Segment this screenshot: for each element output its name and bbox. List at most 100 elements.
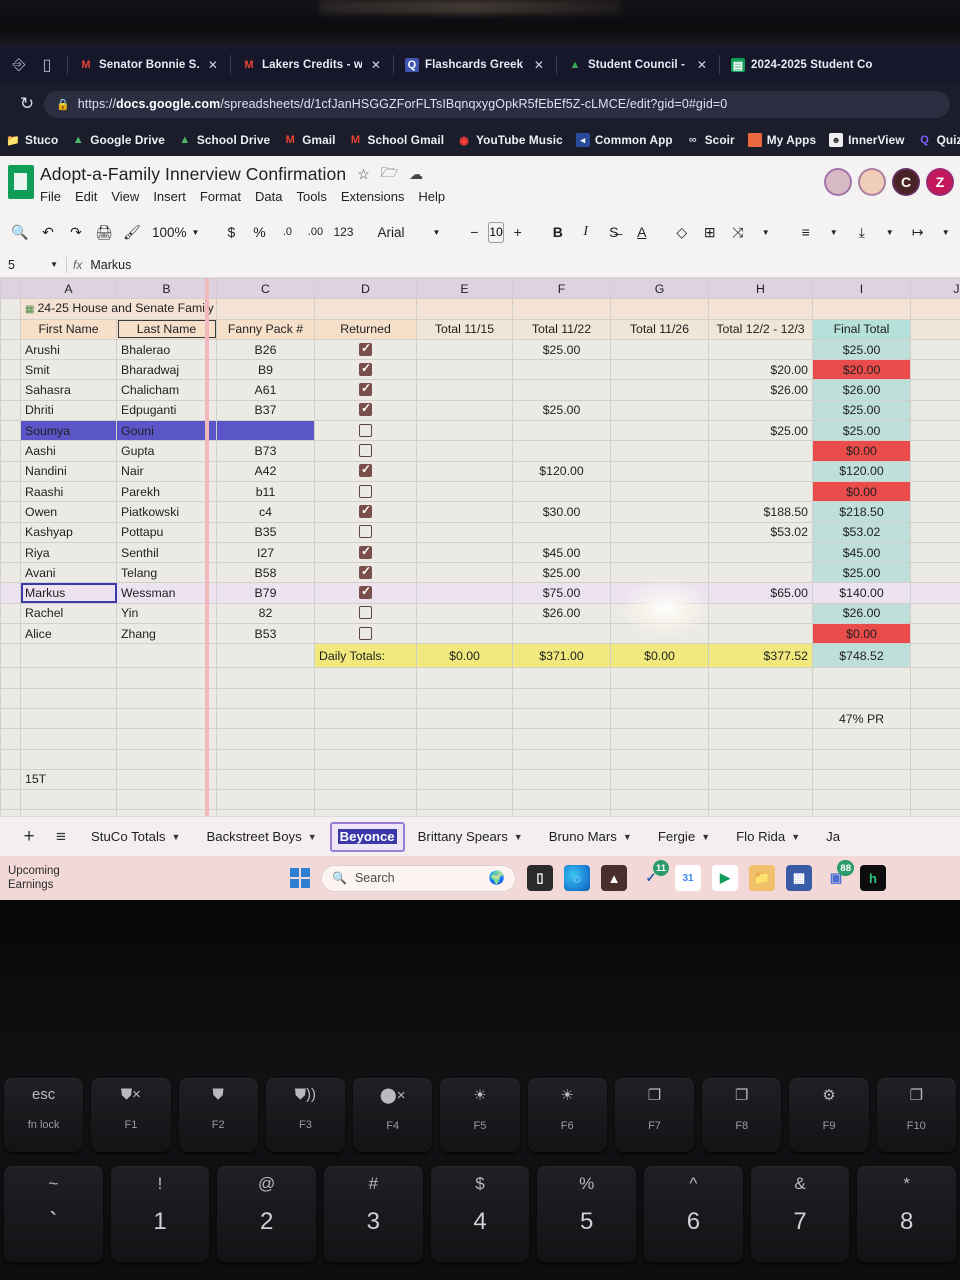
cell-stray[interactable]: 15T [20,768,117,791]
column-header-f[interactable]: F [512,278,611,300]
google-calendar-icon[interactable]: 31 [675,865,701,891]
tab-search-icon[interactable]: ⎆ [12,56,26,73]
cell-total-1126[interactable] [610,501,709,523]
menu-file[interactable]: File [40,189,61,204]
cell-last-name[interactable]: Chalicham [116,379,217,401]
undo-icon[interactable]: ↶ [42,223,54,240]
row-header[interactable] [0,602,21,625]
cell-total-1115[interactable] [416,379,513,401]
cell-fanny-pack[interactable]: B73 [216,440,315,462]
cell-first-name-active[interactable]: Markus [20,582,117,604]
table-row[interactable]: 47% PR [0,707,960,730]
cell[interactable] [512,789,611,811]
cell-j[interactable] [910,379,960,401]
column-header-d[interactable]: D [314,278,417,300]
checkbox-checked-icon[interactable] [359,341,372,356]
cell-total-1115[interactable] [416,582,513,604]
cell-total-1126[interactable] [610,440,709,462]
column-header-i[interactable]: I [812,278,911,300]
cell-total-1122[interactable]: $25.00 [512,562,611,584]
header-returned[interactable]: Returned [314,318,417,340]
cell-first-name[interactable]: Sahasra [20,379,117,401]
cell-f1[interactable] [512,298,611,320]
cell-h1[interactable] [708,298,813,320]
cell[interactable] [708,687,813,709]
cell-total-1122[interactable] [512,521,611,543]
chevron-down-icon[interactable]: ▼ [941,227,950,237]
cell[interactable] [216,728,315,750]
cell-last-name[interactable]: Senthil [116,541,217,564]
cell-first-name[interactable]: Riya [20,541,117,564]
cell[interactable] [116,667,217,689]
cell[interactable] [314,748,417,770]
cell-j[interactable] [910,501,960,523]
cell-e1[interactable] [416,298,513,320]
teams-icon[interactable]: ▣ 88 [823,860,854,891]
bookmark-quizlet[interactable]: Q Quizlet [918,133,960,147]
header-total-122-123[interactable]: Total 12/2 - 12/3 [708,318,813,340]
cell-d1[interactable] [314,298,417,320]
address-bar[interactable]: 🔒 https://docs.google.com/spreadsheets/d… [44,90,950,118]
task-view-icon[interactable]: ▯ [527,865,553,891]
more-formats-button[interactable]: 123 [333,225,354,239]
cell-final-total[interactable]: $140.00 [812,582,911,604]
bookmark-my-apps[interactable]: My Apps [747,133,816,147]
checkbox-checked-icon[interactable] [359,564,372,579]
chevron-down-icon[interactable]: ▼ [791,831,801,842]
cell-total-1126[interactable] [610,379,709,401]
sheet-tab-bruno-mars[interactable]: Bruno Mars ▼ [536,822,645,852]
bookmark-school-gmail[interactable]: M School Gmail [349,133,445,147]
row-header[interactable] [0,643,21,669]
edge-icon[interactable]: ◌ [564,865,590,891]
cell-total-1115[interactable] [416,602,513,625]
cell-final-total[interactable]: $26.00 [812,602,911,625]
row-header[interactable] [0,298,21,320]
cell-total-1115[interactable] [416,501,513,523]
cell[interactable] [314,789,417,811]
cell-total-1122[interactable]: $25.00 [512,399,611,422]
cell-first-name[interactable]: Arushi [20,338,117,361]
file-explorer-icon[interactable]: 📁 [749,865,775,891]
cell-final-total[interactable]: $25.00 [812,338,911,361]
cell-final-total[interactable]: $0.00 [812,440,911,462]
bookmark-common-app[interactable]: ◂ Common App [575,133,673,147]
cell-total-1115[interactable] [416,460,513,482]
cell-total-122[interactable] [708,541,813,564]
cell[interactable] [116,789,217,811]
row-header[interactable] [0,707,21,730]
cell-total-1115[interactable] [416,521,513,543]
sheet-tab-rename-input[interactable]: Beyonce [337,829,397,844]
cell-fanny-pack[interactable]: B26 [216,338,315,361]
cell-fanny-pack[interactable]: B53 [216,623,315,645]
table-row[interactable]: Rachel Yin 82 $26.00 $26.00 [0,602,960,625]
bookmark-gmail[interactable]: M Gmail [283,133,336,147]
cell[interactable] [610,768,709,791]
strikethrough-button[interactable]: S̶ [609,224,619,240]
browser-tab-active[interactable]: ▤ 2024-2025 Student Cou [725,50,877,80]
cell[interactable] [708,667,813,689]
cell-total-122[interactable] [708,562,813,584]
cell-final-total[interactable]: $53.02 [812,521,911,543]
borders-button[interactable]: ⊞ [703,223,716,240]
cell-total-1126[interactable] [610,521,709,543]
decrease-decimal-button[interactable]: .0 [282,226,293,238]
menu-tools[interactable]: Tools [296,189,327,204]
cell[interactable] [708,768,813,791]
text-wrap-button[interactable]: ↦ [911,223,924,240]
cell[interactable] [416,707,513,730]
cell-c1[interactable] [216,298,315,320]
sheet-tab-stuco-totals[interactable]: StuCo Totals ▼ [78,822,193,852]
cell-fanny-pack[interactable]: c4 [216,501,315,523]
cell-last-name[interactable]: Piatkowski [116,501,217,523]
cell-total-1122[interactable] [512,480,611,503]
table-row[interactable]: Dhriti Edpuganti B37 $25.00 $25.00 [0,399,960,422]
cell[interactable] [314,687,417,709]
cell-first-name[interactable]: Avani [20,562,117,584]
cell[interactable] [910,789,960,811]
cell-total-1126[interactable] [610,602,709,625]
cell-final-total[interactable]: $0.00 [812,623,911,645]
cell[interactable] [512,728,611,750]
roster-title-cell[interactable]: ▦24-25 House and Senate Family Roster [20,298,217,320]
google-meet-icon[interactable]: ▶ [712,865,738,891]
cell-fanny-pack[interactable]: B35 [216,521,315,543]
